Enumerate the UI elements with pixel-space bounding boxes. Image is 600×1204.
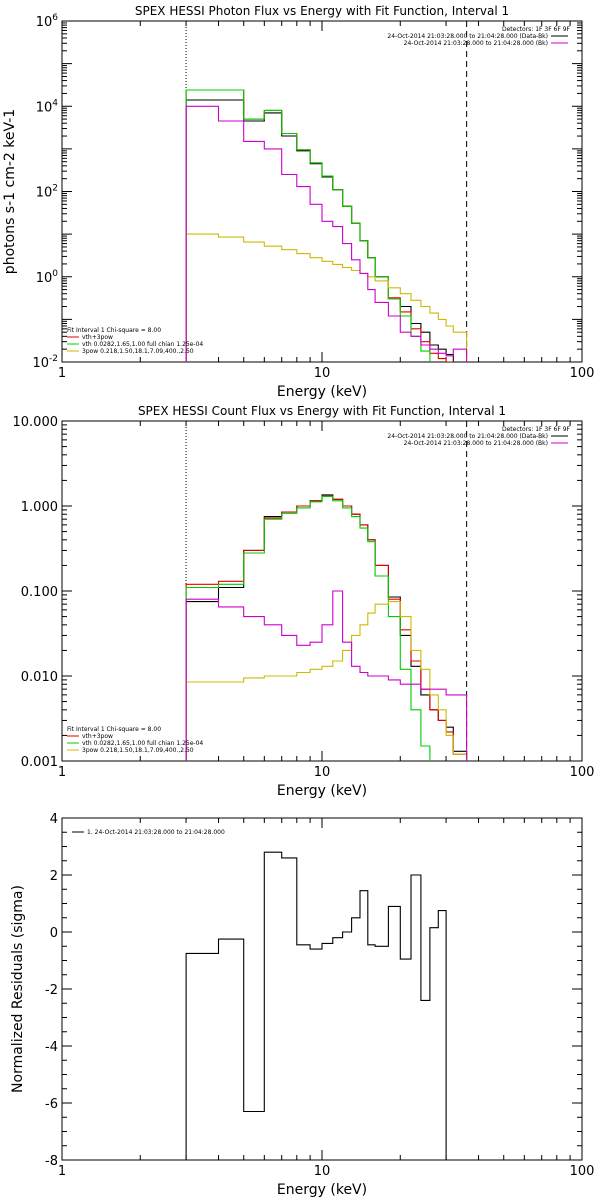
- series-line-3: [185, 495, 431, 761]
- x-axis-label: Energy (keV): [277, 783, 367, 799]
- x-tick-label: 1: [58, 1164, 66, 1179]
- legend-top-entry: Detectors: 1F 3F 6F 9F: [502, 26, 571, 33]
- y-tick-label: 1.000: [21, 500, 58, 515]
- series-group: [185, 494, 468, 761]
- legend-bottom-entry: vth+3pow: [82, 733, 113, 740]
- chart-panel-3: Energy (keV) Normalized Residuals (sigma)…: [10, 817, 583, 1198]
- x-tick-label: 100: [570, 366, 595, 381]
- y-tick-label: 0.010: [21, 670, 58, 685]
- series-group: [185, 851, 447, 1160]
- y-tick-label: 2: [50, 869, 58, 884]
- x-tick-label: 1: [58, 366, 66, 381]
- legend-top-entry: 1. 24-Oct-2014 21:03:28.000 to 21:04:28.…: [87, 829, 225, 836]
- legend-top-entry: 24-Oct-2014 21:03:28.000 to 21:04:28.000…: [404, 440, 548, 447]
- x-tick-label: 100: [570, 765, 595, 780]
- y-tick-label: 10.000: [13, 415, 59, 430]
- chart-panel-1: Energy (keV) photons s-1 cm-2 keV-1 SPEX H…: [2, 4, 583, 400]
- legend-bottom-entry: vth+3pow: [82, 334, 113, 341]
- legend-bottom-entry: Fit Interval 1 Chi-square = 8.00: [67, 327, 161, 334]
- x-axis-label: Energy (keV): [277, 1182, 367, 1198]
- y-tick-label: 104: [36, 98, 59, 115]
- y-tick-label: -8: [45, 1154, 58, 1169]
- x-axis-label: Energy (keV): [277, 384, 367, 400]
- series-line-1: [185, 99, 468, 362]
- series-group: [185, 89, 468, 362]
- y-tick-label: -4: [45, 1040, 58, 1055]
- legend-bottom-entry: vth 0.0282,1.65,1.00 full chian 1.25e-04: [82, 341, 203, 348]
- y-tick-label: 0.001: [21, 755, 58, 770]
- series-line-3: [185, 89, 431, 362]
- chart-title: SPEX HESSI Photon Flux vs Energy with Fi…: [135, 4, 509, 18]
- series-line-1: [185, 851, 447, 1160]
- legend-top-entry: 24-Oct-2014 21:03:28.000 to 21:04:28.000…: [387, 433, 548, 440]
- axes-frame: [61, 20, 583, 363]
- legend-bottom-entry: 3pow 0.218,1.50,18.1,7.09,400.,2.50: [82, 348, 194, 355]
- y-tick-label: 106: [36, 13, 59, 30]
- y-tick-label: 102: [36, 184, 58, 201]
- x-tick-label: 1: [58, 765, 66, 780]
- y-tick-label: 10-2: [32, 354, 58, 371]
- x-tick-label: 10: [314, 765, 331, 780]
- legend-bottom-entry: 3pow 0.218,1.50,18.1,7.09,400.,2.50: [82, 747, 194, 754]
- legend-bottom-entry: Fit Interval 1 Chi-square = 8.00: [67, 726, 161, 733]
- chart-panel-2: Energy (keV) SPEX HESSI Count Flux vs Ene…: [61, 404, 583, 799]
- y-axis-label: photons s-1 cm-2 keV-1: [2, 109, 18, 274]
- y-tick-label: 0.100: [21, 585, 58, 600]
- x-tick-label: 10: [314, 366, 331, 381]
- y-axis-label: Normalized Residuals (sigma): [10, 885, 26, 1093]
- x-tick-label: 100: [570, 1164, 595, 1179]
- series-line-2: [185, 89, 454, 362]
- series-line-5: [185, 590, 468, 761]
- legend-top-entry: Detectors: 1F 3F 6F 9F: [502, 426, 571, 433]
- axes-frame: [61, 420, 583, 762]
- series-line-5: [185, 105, 468, 362]
- y-tick-label: 100: [36, 269, 59, 286]
- x-tick-label: 10: [314, 1164, 331, 1179]
- y-tick-label: -2: [45, 983, 58, 998]
- legend-bottom-entry: vth 0.0282,1.65,1.00 full chian 1.25e-04: [82, 740, 203, 747]
- legend-top-entry: 24-Oct-2014 21:03:28.000 to 21:04:28.000…: [387, 33, 548, 40]
- axes-frame: [61, 817, 583, 1161]
- y-tick-label: -6: [45, 1097, 58, 1112]
- series-line-4: [185, 601, 468, 761]
- y-tick-label: 4: [50, 812, 58, 827]
- chart-title: SPEX HESSI Count Flux vs Energy with Fit…: [138, 404, 506, 418]
- y-tick-label: 0: [50, 926, 58, 941]
- series-line-1: [185, 494, 468, 761]
- series-line-4: [185, 233, 468, 362]
- series-line-2: [185, 495, 468, 761]
- legend-top-entry: 24-Oct-2014 21:03:28.000 to 21:04:28.000…: [404, 40, 548, 47]
